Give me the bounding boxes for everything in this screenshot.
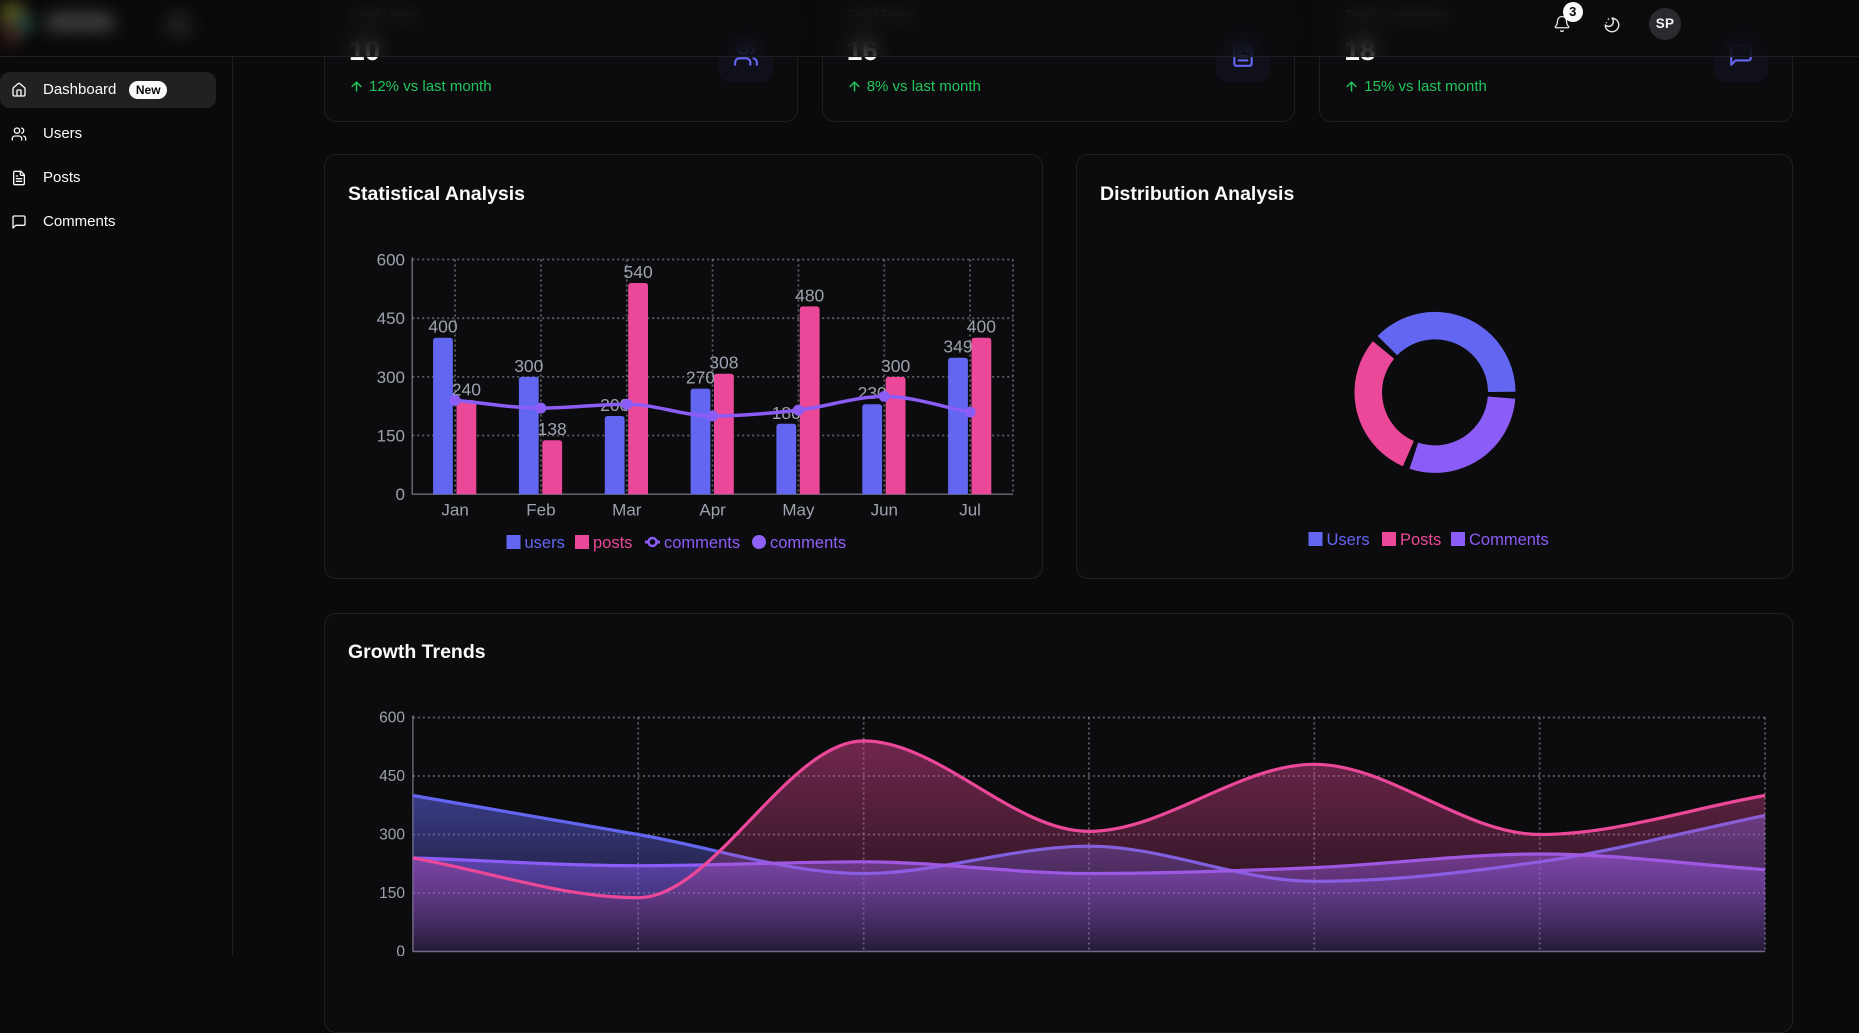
svg-text:400: 400 [428,317,457,337]
svg-text:comments: comments [770,534,846,552]
svg-text:300: 300 [881,356,910,376]
svg-text:450: 450 [377,309,405,328]
svg-text:600: 600 [379,710,405,727]
svg-text:comments: comments [664,534,740,552]
svg-text:480: 480 [795,285,824,305]
svg-text:0: 0 [396,944,405,957]
svg-text:Jun: Jun [871,501,898,520]
svg-text:270: 270 [686,368,715,388]
svg-text:Users: Users [1327,531,1370,549]
svg-text:300: 300 [514,356,543,376]
svg-text:May: May [782,501,815,520]
svg-text:300: 300 [377,368,405,387]
svg-text:Apr: Apr [699,501,726,520]
svg-text:Posts: Posts [1400,531,1441,549]
svg-text:Jan: Jan [441,501,468,520]
svg-text:308: 308 [709,353,738,373]
svg-text:450: 450 [379,768,405,785]
svg-text:300: 300 [379,827,405,844]
svg-text:150: 150 [377,427,405,446]
svg-text:Feb: Feb [526,501,555,520]
svg-text:users: users [525,534,565,552]
svg-text:240: 240 [452,379,481,399]
svg-text:540: 540 [623,262,652,282]
svg-text:0: 0 [396,485,405,504]
svg-text:Jul: Jul [959,501,981,520]
svg-text:150: 150 [379,885,405,902]
svg-text:138: 138 [538,419,567,439]
svg-text:400: 400 [967,317,996,337]
svg-text:Mar: Mar [612,501,642,520]
svg-text:Comments: Comments [1469,531,1549,549]
svg-text:600: 600 [377,251,405,270]
svg-text:349: 349 [943,337,972,357]
svg-text:posts: posts [593,534,632,552]
